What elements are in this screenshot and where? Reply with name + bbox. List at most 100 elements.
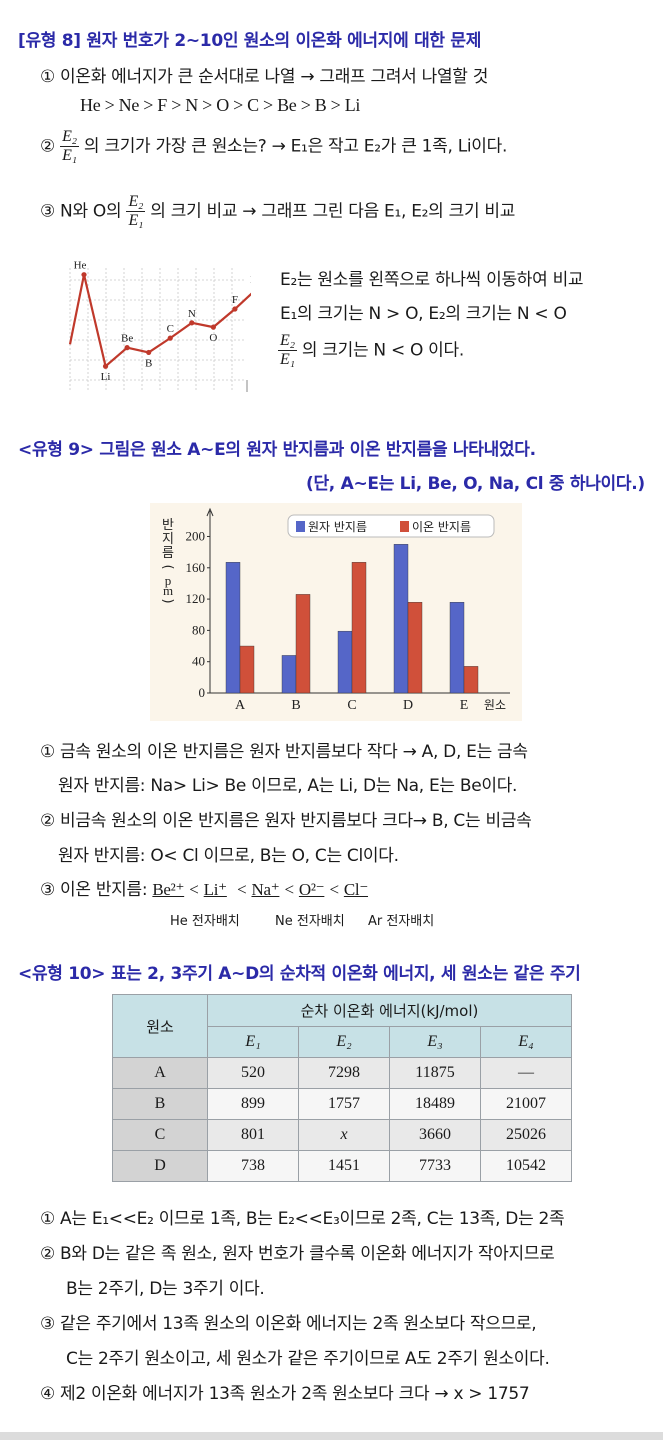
ratio-e2-e1: E₂ E₁ <box>278 332 297 369</box>
ratio-e2-e1: E₂ E₁ <box>126 193 146 230</box>
graph-point-label: Li <box>101 371 111 383</box>
y-axis-label-char: ) <box>160 598 175 603</box>
y-axis-label-char: 름 <box>162 546 174 561</box>
graph-point-label: O <box>209 332 217 344</box>
type8-exp1: E₂는 원소를 왼쪽으로 하나씩 이동하여 비교 <box>280 270 584 290</box>
frac-num: E₂ <box>278 332 297 351</box>
col-header: E₂ <box>298 1025 390 1058</box>
ion-sep: < <box>329 880 339 899</box>
table-row: D 738 1451 7733 10542 <box>112 1150 572 1182</box>
type9-item1a: ① 금속 원소의 이온 반지름은 원자 반지름보다 작다 → A, D, E는 … <box>40 742 528 762</box>
legend-swatch <box>296 521 305 532</box>
x-axis-label: 원소 <box>484 698 506 712</box>
graph-point <box>167 335 173 341</box>
graph-point-label: F <box>232 294 238 306</box>
ratio-e2-e1: E₂ E₁ <box>60 128 79 165</box>
chart-plot: 0 40 80 120 160 200 반지름 (pm) A B C D E 원소 원자 반지름 이온 반지름 <box>160 507 510 713</box>
graph-point-label: Ne <box>250 274 251 286</box>
ion-o: O²⁻ <box>298 880 325 899</box>
ion-li: Li⁺ <box>203 880 227 899</box>
frac-num: E₂ <box>60 128 79 147</box>
y-axis-label-char: p <box>165 573 172 588</box>
bar-atomic-radius <box>449 602 465 694</box>
frac-den: E₁ <box>62 147 77 164</box>
col-header: E₃ <box>389 1025 481 1058</box>
table-corner: 원소 <box>112 994 208 1058</box>
bar-ionic-radius <box>351 562 367 694</box>
graph-point-label: Be <box>121 333 133 345</box>
table-cell: — <box>480 1057 572 1089</box>
bar-ionic-radius <box>239 645 255 694</box>
table-cell: 21007 <box>480 1088 572 1120</box>
legend-swatch <box>400 521 409 532</box>
y-tick-label: 120 <box>186 591 206 606</box>
table-cell: 25026 <box>480 1119 572 1151</box>
ionization-table: 원소 순차 이온화 에너지(kJ/mol) E₁ E₂ E₃ E₄ A 520 … <box>112 994 572 1182</box>
x-tick-label: A <box>235 698 246 713</box>
config-ne: Ne 전자배치 <box>275 914 345 929</box>
x-tick-label: C <box>347 698 356 713</box>
config-he: He 전자배치 <box>170 914 240 929</box>
bar-ionic-radius <box>295 594 311 694</box>
graph-point <box>146 349 152 356</box>
type10-item1: ① A는 E₁<<E₂ 이므로 1족, B는 E₂<<E₃이므로 2족, C는 … <box>40 1209 565 1229</box>
bar-atomic-radius <box>337 630 353 694</box>
type9-subheading: (단, A~E는 Li, Be, O, Na, Cl 중 하나이다.) <box>306 474 645 494</box>
table-cell: 899 <box>207 1088 299 1120</box>
ionization-graph: He Li Be B C N O F Ne <box>68 260 251 392</box>
ion-sep: < <box>284 880 295 899</box>
x-tick-label: D <box>403 698 413 713</box>
table-cell: 1451 <box>298 1150 390 1182</box>
graph-line <box>82 274 251 369</box>
y-tick-label: 200 <box>186 528 206 543</box>
legend-label: 이온 반지름 <box>412 520 471 534</box>
type10-item2: ② B와 D는 같은 족 원소, 원자 번호가 클수록 이온화 에너지가 작아지… <box>40 1244 555 1264</box>
ionization-table-wrap: 원소 순차 이온화 에너지(kJ/mol) E₁ E₂ E₃ E₄ A 520 … <box>112 994 572 1182</box>
y-axis-label-char: ( <box>160 564 175 569</box>
y-tick-label: 0 <box>199 685 206 700</box>
config-ar: Ar 전자배치 <box>368 914 435 929</box>
row-label: A <box>112 1057 208 1089</box>
y-axis-label-char: m <box>163 583 173 598</box>
type8-exp3: E₂ E₁ 의 크기는 N < O 이다. <box>278 332 464 369</box>
bottom-divider <box>0 1432 663 1440</box>
table-cell: 1757 <box>298 1088 390 1120</box>
graph-point-label: N <box>188 308 196 320</box>
table-row: C 801 x 3660 25026 <box>112 1119 572 1151</box>
table-cell: 7733 <box>389 1150 481 1182</box>
radius-bar-chart: 0 40 80 120 160 200 반지름 (pm) A B C D E 원소 원자 반지름 이온 반지름 <box>150 503 522 721</box>
item3-text: 의 크기 비교 → 그래프 그린 다음 E₁, E₂의 크기 비교 <box>150 201 516 222</box>
graph-point <box>102 363 109 369</box>
y-axis-label-char: 반 <box>162 518 174 533</box>
ion-be: Be²⁺ <box>152 880 185 899</box>
col-header: E₁ <box>207 1025 299 1058</box>
type10-heading: <유형 10> 표는 2, 3주기 A~D의 순차적 이온화 에너지, 세 원소… <box>18 964 581 984</box>
item3-prefix: ③ 이온 반지름: <box>40 880 148 900</box>
y-tick-label: 80 <box>192 622 205 637</box>
ion-sep: < <box>189 880 199 899</box>
type9-item3: ③ 이온 반지름: Be²⁺ < Li⁺ < Na⁺ < O²⁻ < Cl⁻ <box>40 875 368 900</box>
bar-ionic-radius <box>463 666 479 694</box>
graph-point <box>81 272 87 278</box>
table-cell: x <box>298 1119 390 1151</box>
item2-number: ② <box>40 136 55 157</box>
legend-box <box>287 514 495 538</box>
bar-ionic-radius <box>407 602 423 694</box>
table-group-header: 순차 이온화 에너지(kJ/mol) <box>207 994 572 1027</box>
type10-item3b: C는 2주기 원소이고, 세 원소가 같은 주기이므로 A도 2주기 원소이다. <box>66 1349 550 1369</box>
x-tick-label: B <box>291 698 300 713</box>
type8-order: He > Ne > F > N > O > C > Be > B > Li <box>80 95 361 115</box>
ion-sep: < <box>237 880 247 899</box>
y-axis-label-char: 지 <box>162 532 174 547</box>
y-tick-label: 40 <box>192 654 205 669</box>
type10-item3: ③ 같은 주기에서 13족 원소의 이온화 에너지는 2족 원소보다 작으므로, <box>40 1314 537 1334</box>
table-cell: 801 <box>207 1119 299 1151</box>
table-cell: 520 <box>207 1057 299 1089</box>
table-row: A 520 7298 11875 — <box>112 1057 572 1089</box>
y-tick-label: 160 <box>186 560 206 575</box>
graph-point <box>210 324 216 330</box>
graph-point-label: He <box>74 260 87 272</box>
ion-cl: Cl⁻ <box>343 880 369 899</box>
frac-den: E₁ <box>280 351 295 368</box>
ion-na: Na⁺ <box>251 880 280 899</box>
